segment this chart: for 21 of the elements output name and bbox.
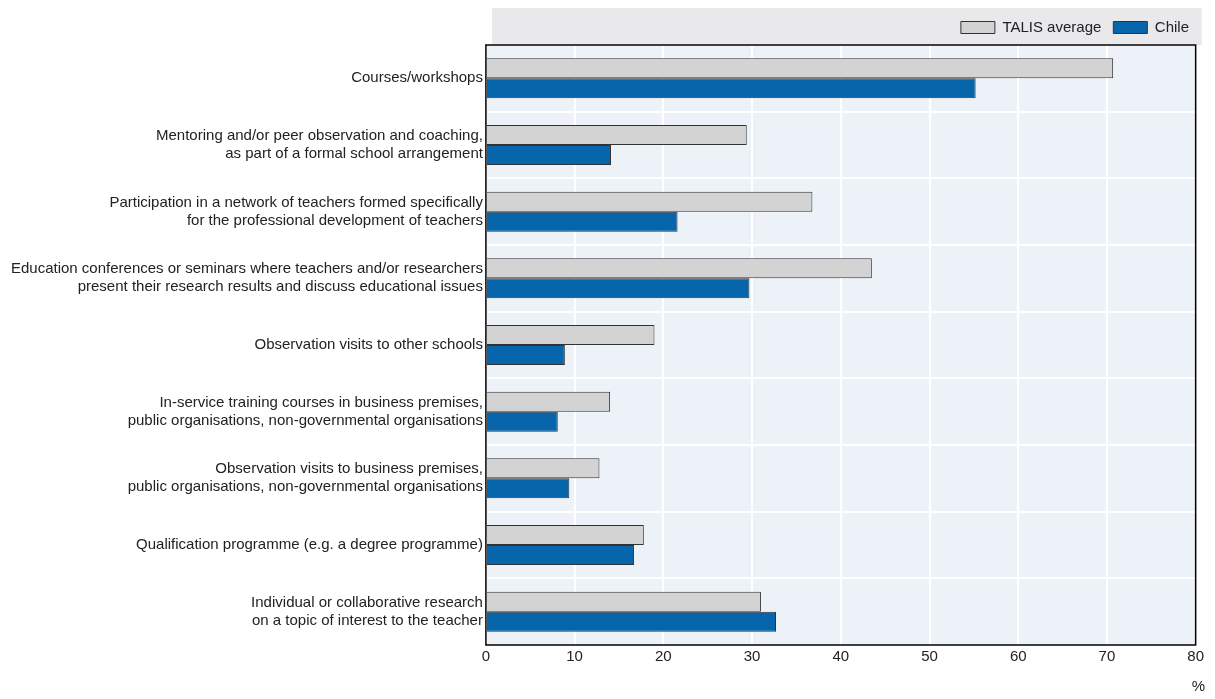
x-axis-title: % <box>1191 677 1205 695</box>
x-tick-label: 10 <box>566 647 583 665</box>
y-tick-label: Observation visits to other schools <box>254 335 483 353</box>
y-tick-label: Observation visits to business premises, public organisations, non-governmental organisations <box>127 459 483 495</box>
x-tick-label: 60 <box>1009 647 1027 665</box>
y-tick-label: In-service training courses in business premises, public organisations, non-governmental organisations <box>127 392 483 428</box>
y-tick-label: Individual or collaborative research on a topic of interest to the teacher <box>251 592 483 628</box>
y-tick-label: Mentoring and/or peer observation and coaching, as part of a formal school arrangement <box>156 126 484 162</box>
y-tick-label: Education conferences or seminars where teachers and/or researchers present their research results and discuss educational issues <box>10 259 483 295</box>
legend-label: Chile <box>1154 17 1190 35</box>
y-tick-label: Courses/workshops <box>351 68 483 86</box>
x-tick-label: 50 <box>921 647 938 665</box>
x-tick-label: 70 <box>1098 647 1116 665</box>
x-tick-label: 40 <box>832 647 850 665</box>
x-tick-label: 20 <box>655 647 672 665</box>
y-tick-label: Participation in a network of teachers formed specifically for the professional development of teachers <box>109 192 484 228</box>
legend-label: TALIS average <box>1002 17 1102 35</box>
x-tick-label: 30 <box>743 647 761 665</box>
x-tick-label: 80 <box>1187 647 1204 665</box>
y-tick-label: Qualification programme (e.g. a degree programme) <box>136 535 483 553</box>
x-tick-label: 0 <box>481 647 491 665</box>
